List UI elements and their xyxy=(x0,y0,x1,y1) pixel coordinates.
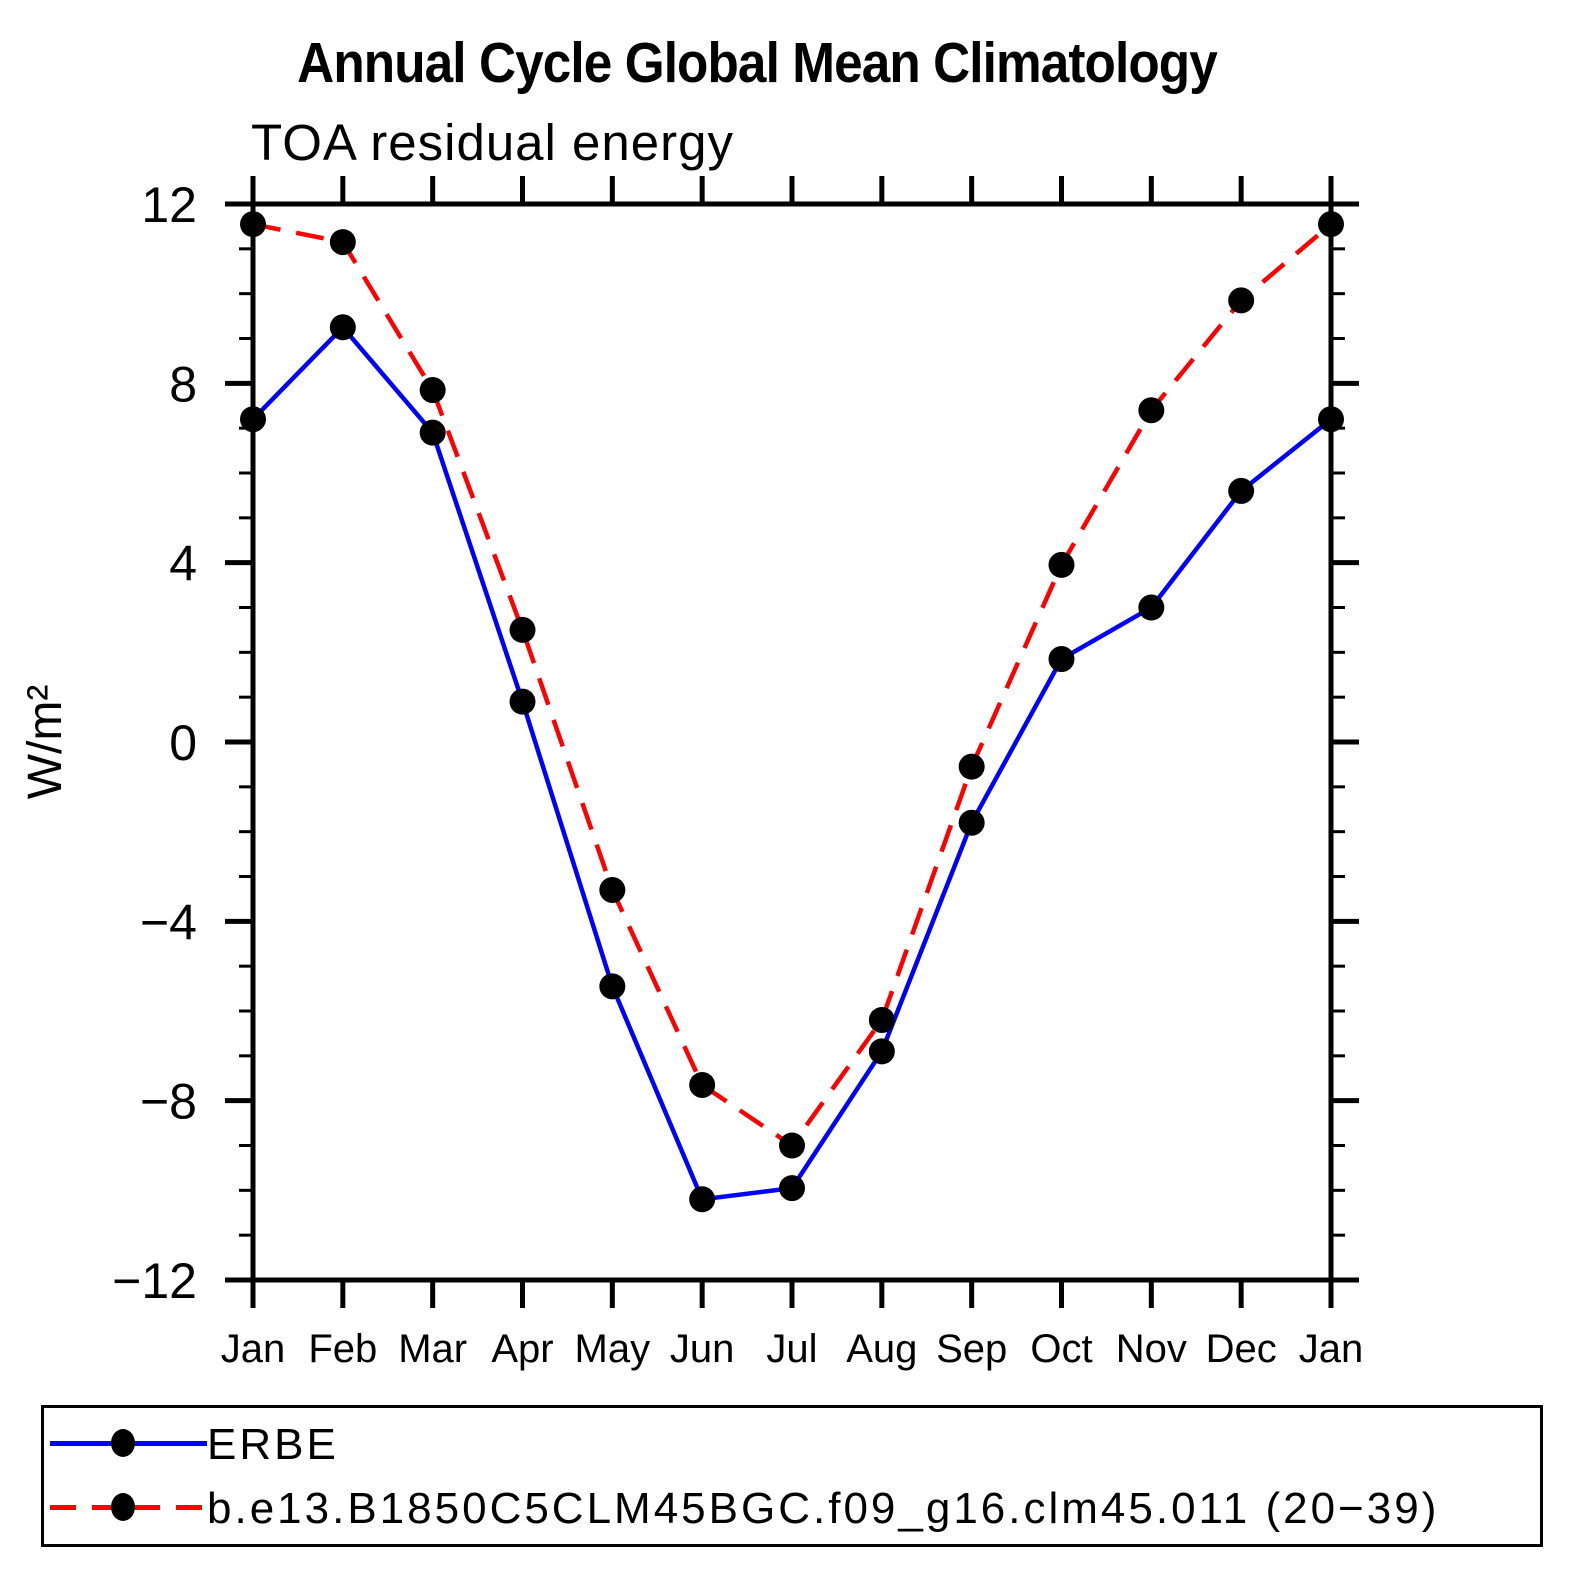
data-point-marker xyxy=(958,809,985,836)
data-point-marker xyxy=(240,406,266,433)
x-tick-label: Nov xyxy=(1116,1327,1187,1371)
y-tick-label: 12 xyxy=(141,177,197,233)
y-axis-label: W/m² xyxy=(19,685,72,800)
series-line-erbe xyxy=(251,323,1333,1202)
x-tick-label: Oct xyxy=(1030,1327,1092,1371)
data-point-marker xyxy=(958,753,985,780)
data-point-marker xyxy=(689,1186,716,1213)
x-tick-label: Dec xyxy=(1206,1327,1277,1371)
data-point-marker xyxy=(1228,477,1255,504)
x-tick-label: Sep xyxy=(936,1327,1007,1371)
chart-subtitle: TOA residual energy xyxy=(251,114,734,171)
data-point-marker xyxy=(329,229,356,256)
data-point-marker xyxy=(240,211,266,238)
data-point-marker xyxy=(689,1071,716,1098)
x-tick-label: Jan xyxy=(221,1327,286,1371)
y-tick-label: −4 xyxy=(140,894,197,950)
legend-label-model: b.e13.B1850C5CLM45BGC.f09_g16.clm45.011 … xyxy=(207,1484,1440,1533)
legend: ERBE b.e13.B1850C5CLM45BGC.f09_g16.clm45… xyxy=(41,1405,1543,1547)
plot-frame xyxy=(250,201,1334,1283)
x-tick-label: Jun xyxy=(670,1327,735,1371)
data-point-marker xyxy=(599,973,626,1000)
x-tick-label: Jan xyxy=(1299,1327,1364,1371)
y-tick-label: 0 xyxy=(169,715,197,771)
legend-marker-model xyxy=(111,1493,135,1521)
data-point-marker xyxy=(1048,646,1075,673)
data-point-marker xyxy=(509,688,536,715)
chart-title: Annual Cycle Global Mean Climatology xyxy=(297,31,1218,95)
data-point-marker xyxy=(1228,287,1255,314)
legend-label-erbe: ERBE xyxy=(207,1420,339,1469)
x-tick-label: May xyxy=(575,1327,651,1371)
data-point-marker xyxy=(779,1175,805,1202)
data-point-marker xyxy=(779,1132,805,1159)
data-point-marker xyxy=(509,616,536,643)
x-tick-label: Apr xyxy=(491,1327,553,1371)
data-point-marker xyxy=(1318,211,1344,238)
data-point-marker xyxy=(419,377,446,404)
data-point-marker xyxy=(419,419,446,446)
x-tick-label: Feb xyxy=(308,1327,377,1371)
data-point-marker xyxy=(868,1038,895,1065)
x-tick-label: Aug xyxy=(846,1327,917,1371)
y-tick-label: 4 xyxy=(169,536,197,592)
y-tick-label: −8 xyxy=(140,1074,197,1130)
data-point-marker xyxy=(1138,397,1165,424)
legend-marker-erbe xyxy=(111,1429,135,1457)
data-point-marker xyxy=(1318,406,1344,433)
data-point-marker xyxy=(868,1006,895,1033)
x-tick-label: Jul xyxy=(766,1327,817,1371)
y-tick-label: 8 xyxy=(169,356,197,412)
data-point-marker xyxy=(1138,594,1165,621)
data-point-marker xyxy=(1048,551,1075,578)
y-tick-label: −12 xyxy=(112,1253,197,1309)
data-point-marker xyxy=(329,314,356,341)
series-line-model xyxy=(252,221,1333,1149)
x-tick-label: Mar xyxy=(398,1327,467,1371)
data-point-marker xyxy=(599,876,626,903)
